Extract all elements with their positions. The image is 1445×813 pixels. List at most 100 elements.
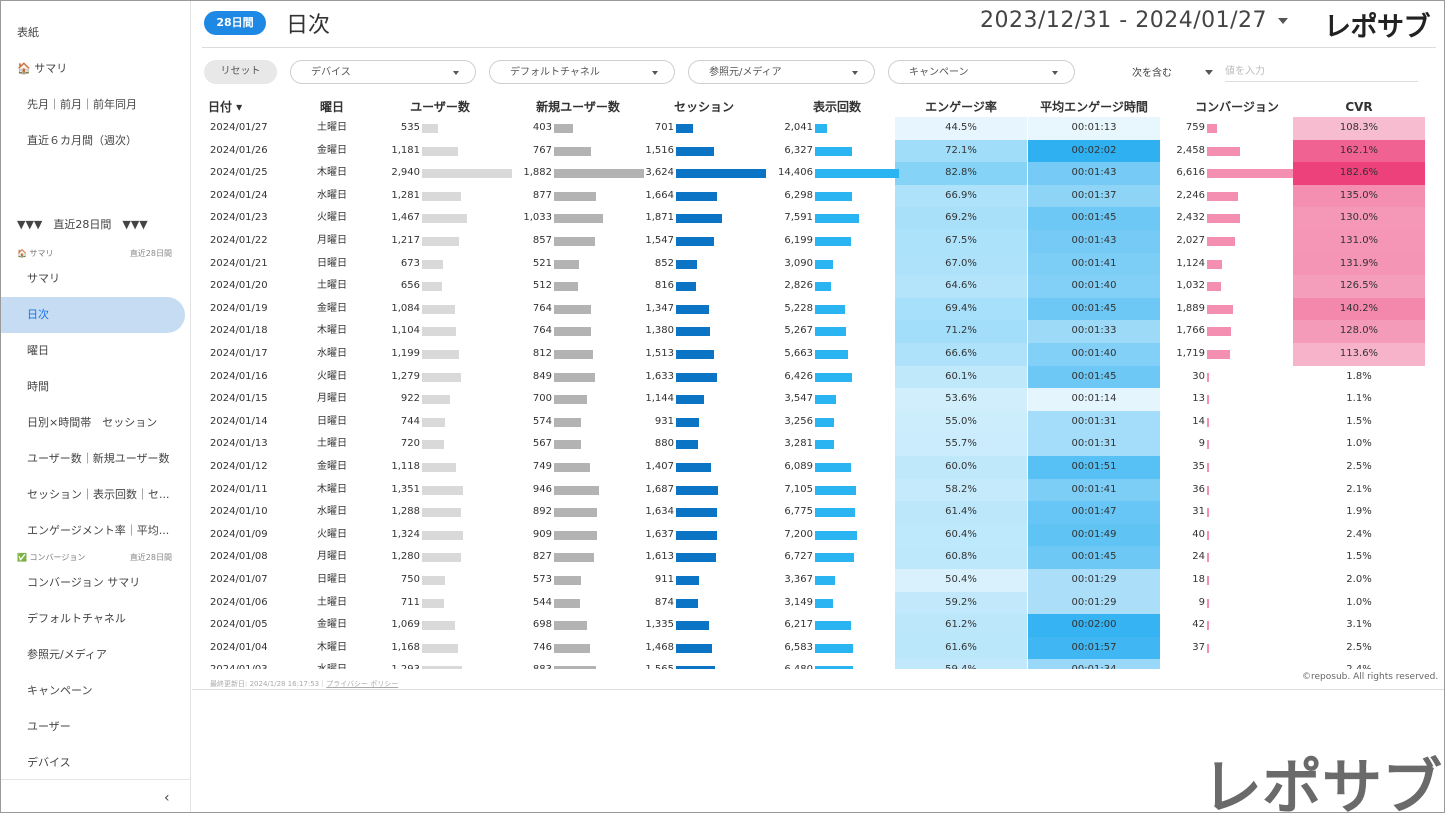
source-medium-filter[interactable]: 参照元/メディア [688,60,875,84]
bar-sessions [676,304,710,314]
bar-conversions [1207,372,1209,382]
match-type-select[interactable]: 次を含む [1132,64,1217,79]
cell-weekday: 金曜日 [317,302,347,314]
bar-sessions [676,237,715,246]
bar-new-users [554,395,588,405]
cell-avg-time: 00:02:00 [1028,614,1160,637]
channel-filter-label: デフォルトチャネル [510,67,600,78]
sidebar-item[interactable]: ユーザー数｜新規ユーザー数 [27,452,170,465]
bar-users [422,395,451,405]
column-header-avg-time[interactable]: 平均エンゲージ時間 [1040,100,1148,114]
sidebar-item-prev-month[interactable]: 先月｜前月｜前年同月 [27,98,137,111]
chevron-down-icon [1052,71,1058,75]
sidebar-item[interactable]: 時間 [27,380,49,393]
cell-engagement: 67.0% [895,252,1027,276]
bar-new-users [554,508,597,518]
bar-users [422,282,443,292]
bar-conversions [1207,576,1209,585]
column-header-new-users[interactable]: 新規ユーザー数 [536,100,620,114]
table-row: 2024/01/19 金曜日 1,084 764 1,347 5,228 1,889 69.4… [202,297,1436,321]
cell-views: 3,149 [784,596,813,608]
filter-value-input[interactable] [1225,62,1418,82]
bar-sessions [676,598,698,608]
sidebar-sec1-period: 直近28日間 [129,249,172,258]
cell-avg-time: 00:01:45 [1028,365,1160,389]
privacy-policy-link[interactable]: プライバシー ポリシー [326,680,399,688]
cell-cvr: 131.9% [1293,252,1425,276]
column-header-date[interactable]: 日付 ▾ [208,100,243,114]
cell-avg-time: 00:01:33 [1028,320,1160,343]
bar-users [422,304,456,314]
bar-users [422,530,463,540]
cell-cvr: 2.4% [1346,528,1372,540]
bar-conversions [1207,440,1209,450]
cell-new-users: 567 [532,438,552,450]
sidebar-item[interactable]: サマリ [27,272,60,285]
sidebar-item[interactable]: コンバージョン サマリ [27,576,141,589]
sidebar-item[interactable]: 参照元/メディア [27,648,107,661]
bar-new-users [554,372,595,382]
cell-conversions: 1,124 [1176,257,1205,269]
bar-users [422,259,443,269]
collapse-sidebar-icon[interactable]: ‹ [164,790,170,806]
sidebar-item-cover[interactable]: 表紙 [17,26,39,39]
cell-date: 2024/01/04 [210,641,268,653]
sidebar-item[interactable]: 曜日 [27,344,49,357]
sidebar-item[interactable]: セッション｜表示回数｜セ... [27,488,170,501]
sidebar-item[interactable]: エンゲージメント率｜平均... [27,524,170,537]
bar-conversions [1207,463,1209,472]
column-header-users[interactable]: ユーザー数 [410,100,470,114]
bar-sessions [676,621,710,631]
date-range-dropdown-icon[interactable] [1278,18,1288,24]
cell-conversions: 2,246 [1176,189,1205,201]
channel-filter[interactable]: デフォルトチャネル [489,60,675,84]
cell-new-users: 827 [532,551,552,563]
bar-conversions [1207,304,1233,314]
cell-sessions: 1,380 [645,325,674,337]
cell-weekday: 火曜日 [317,212,347,224]
cell-date: 2024/01/05 [210,619,268,631]
sidebar-item[interactable]: キャンペーン [27,684,93,697]
bar-users [422,463,457,472]
chevron-down-icon [852,71,858,75]
sidebar-item-summary-top[interactable]: 🏠 サマリ [17,62,68,75]
reset-button[interactable]: リセット [204,60,277,84]
cell-cvr: 108.3% [1293,117,1425,140]
cell-new-users: 857 [532,235,552,246]
column-header-engagement[interactable]: エンゲージ率 [925,100,997,114]
campaign-filter[interactable]: キャンペーン [888,60,1075,84]
cell-users: 1,199 [391,348,420,359]
sidebar-item[interactable]: デフォルトチャネル [27,612,126,625]
bar-users [422,553,462,563]
column-header-views[interactable]: 表示回数 [812,100,861,114]
date-range-picker[interactable]: 2023/12/31 - 2024/01/27 [980,8,1268,33]
sidebar-item[interactable]: ユーザー [27,720,71,733]
bar-conversions [1207,643,1209,653]
sidebar-item[interactable]: 日次 [1,297,185,333]
cell-date: 2024/01/20 [210,280,268,292]
cell-new-users: 764 [532,325,552,337]
cell-cvr: 1.0% [1346,596,1372,608]
column-header-cvr[interactable]: CVR [1345,100,1373,114]
sidebar-item[interactable]: 日別×時間帯 セッション [27,416,158,429]
table-row: 2024/01/15 月曜日 922 700 1,144 3,547 13 53.6% 00:0… [202,388,1436,411]
sidebar-item[interactable]: デバイス [27,756,71,769]
bar-users [422,191,462,201]
cell-cvr: 2.5% [1346,641,1372,653]
table-row: 2024/01/08 月曜日 1,280 827 1,613 6,727 24 60.8% 00… [202,546,1436,569]
column-header-weekday[interactable]: 曜日 [319,100,344,114]
sidebar-item-recent-six[interactable]: 直近６カ月間（週次） [27,134,137,147]
cell-users: 1,281 [391,189,420,201]
bar-users [422,350,459,359]
cell-views: 7,200 [784,528,813,540]
column-header-sessions[interactable]: セッション [673,100,734,114]
cell-views: 3,256 [784,415,813,427]
cell-sessions: 701 [654,122,674,133]
table-row: 2024/01/16 火曜日 1,279 849 1,633 6,426 30 60.1% 00… [202,365,1436,389]
bar-conversions [1207,350,1231,359]
cell-avg-time: 00:01:29 [1028,569,1160,592]
column-header-conversions[interactable]: コンバージョン [1195,100,1279,114]
table-row: 2024/01/26 金曜日 1,181 767 1,516 6,327 2,458 72.1… [202,139,1436,163]
device-filter[interactable]: デバイス [290,60,476,84]
cell-weekday: 木曜日 [317,325,347,337]
